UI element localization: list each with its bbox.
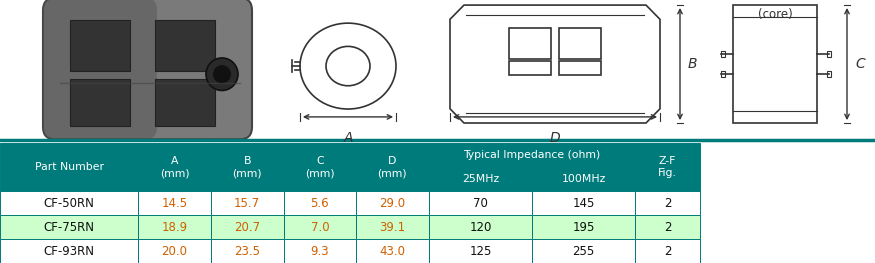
Bar [532, 215, 635, 239]
Bar [138, 143, 211, 191]
Text: 20.7: 20.7 [234, 221, 260, 234]
Bar [532, 167, 635, 191]
Bar [532, 239, 635, 263]
Text: (core): (core) [758, 8, 793, 21]
Bar [429, 239, 532, 263]
Bar [721, 71, 725, 77]
Bar [356, 191, 429, 215]
Bar [284, 215, 356, 239]
Bar [155, 79, 215, 126]
Bar [635, 239, 700, 263]
FancyBboxPatch shape [43, 0, 157, 139]
Text: CF-50RN: CF-50RN [44, 197, 94, 210]
Text: 2: 2 [664, 197, 671, 210]
Text: 15.7: 15.7 [234, 197, 260, 210]
Bar [284, 191, 356, 215]
Text: D
(mm): D (mm) [378, 156, 407, 178]
Bar [509, 61, 551, 75]
Bar [635, 143, 700, 191]
Bar [509, 28, 551, 59]
Ellipse shape [213, 65, 231, 83]
Bar [211, 215, 284, 239]
Bar [138, 191, 211, 215]
Text: 23.5: 23.5 [234, 245, 260, 257]
Bar [211, 239, 284, 263]
Text: 14.5: 14.5 [162, 197, 187, 210]
Bar [635, 191, 700, 215]
Bar [0, 239, 138, 263]
Bar [284, 143, 356, 191]
Bar [356, 215, 429, 239]
Text: 25MHz: 25MHz [462, 174, 499, 184]
Text: 20.0: 20.0 [162, 245, 187, 257]
Bar [532, 191, 635, 215]
Bar [155, 20, 215, 71]
Bar [559, 28, 601, 59]
Bar [211, 191, 284, 215]
Text: 7.0: 7.0 [311, 221, 329, 234]
Text: 100MHz: 100MHz [562, 174, 606, 184]
Text: D: D [550, 131, 560, 145]
Bar [0, 143, 138, 191]
Bar [70, 20, 130, 71]
Bar [0, 191, 138, 215]
Text: A
(mm): A (mm) [160, 156, 189, 178]
Text: 255: 255 [572, 245, 595, 257]
Text: B: B [688, 57, 697, 71]
Text: 5.6: 5.6 [311, 197, 329, 210]
Bar [70, 79, 130, 126]
Bar [356, 143, 429, 191]
Text: 70: 70 [473, 197, 488, 210]
Bar [559, 61, 601, 75]
Ellipse shape [206, 58, 238, 90]
FancyBboxPatch shape [43, 0, 252, 139]
Text: 195: 195 [572, 221, 595, 234]
Text: C: C [855, 57, 864, 71]
Bar [0, 215, 138, 239]
Bar [733, 5, 817, 123]
Text: 2: 2 [664, 221, 671, 234]
Text: 2: 2 [664, 245, 671, 257]
Bar [138, 215, 211, 239]
Text: Typical Impedance (ohm): Typical Impedance (ohm) [464, 150, 600, 160]
Text: 120: 120 [469, 221, 492, 234]
Text: 29.0: 29.0 [380, 197, 405, 210]
Text: 9.3: 9.3 [311, 245, 329, 257]
Bar [429, 143, 635, 167]
Bar [635, 215, 700, 239]
Bar [827, 51, 831, 57]
Text: 125: 125 [469, 245, 492, 257]
Bar [356, 239, 429, 263]
Bar [429, 167, 532, 191]
Text: CF-93RN: CF-93RN [44, 245, 94, 257]
Bar [721, 51, 725, 57]
Text: Z-F
Fig.: Z-F Fig. [658, 156, 677, 178]
Text: CF-75RN: CF-75RN [44, 221, 94, 234]
Bar [211, 143, 284, 191]
Bar [429, 191, 532, 215]
Text: B
(mm): B (mm) [233, 156, 262, 178]
Bar [827, 71, 831, 77]
Bar [284, 239, 356, 263]
Bar [429, 215, 532, 239]
Text: 145: 145 [572, 197, 595, 210]
Text: 43.0: 43.0 [380, 245, 405, 257]
Bar [138, 239, 211, 263]
Text: 39.1: 39.1 [380, 221, 405, 234]
Text: Part Number: Part Number [35, 162, 103, 172]
Text: A: A [343, 131, 353, 145]
Text: C
(mm): C (mm) [305, 156, 334, 178]
Text: 18.9: 18.9 [162, 221, 187, 234]
